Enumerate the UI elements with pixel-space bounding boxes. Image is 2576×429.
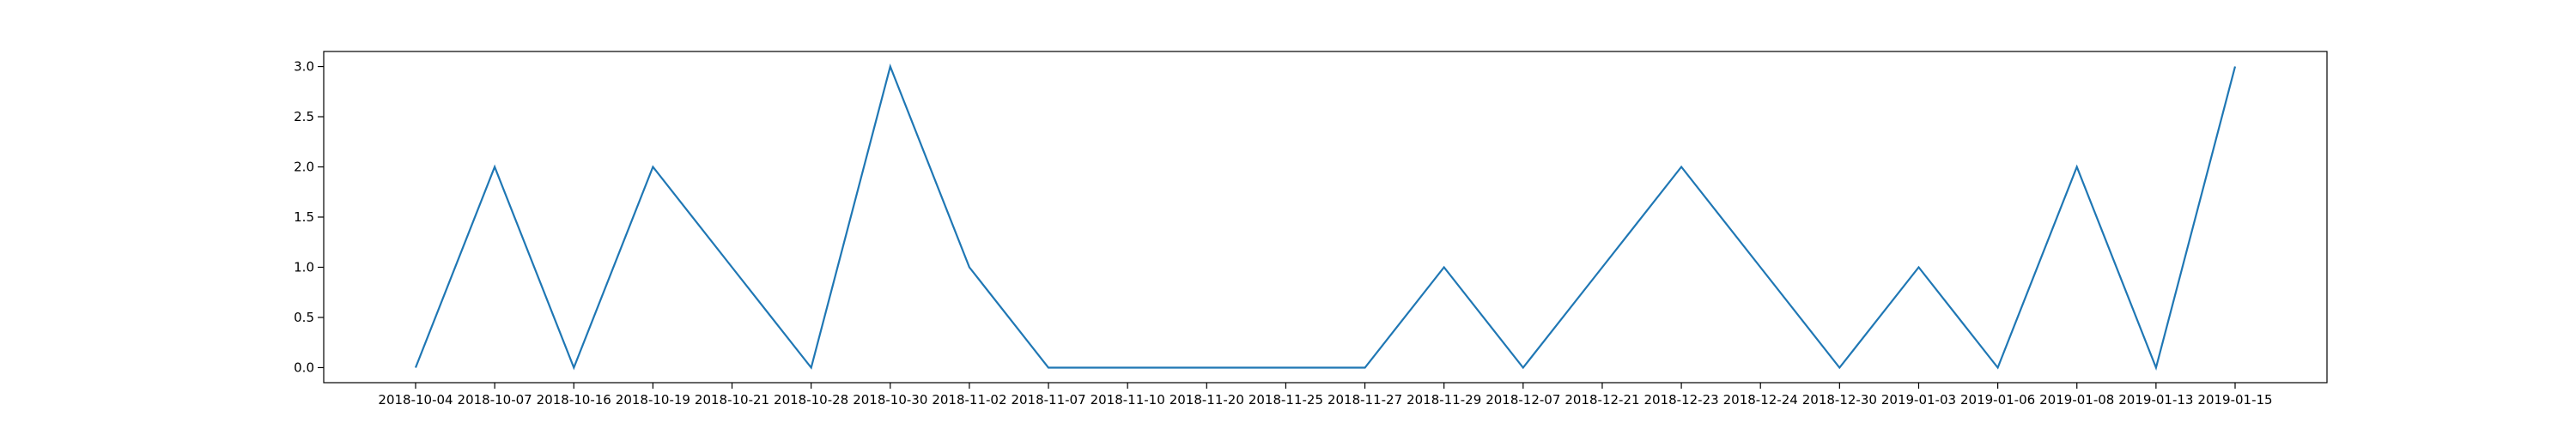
x-tick-label: 2018-11-20 [1170,392,1244,408]
x-tick-label: 2018-10-28 [774,392,848,408]
y-tick-label: 1.5 [294,209,314,225]
series-layer [414,63,2237,372]
y-tick-label: 2.5 [294,109,314,124]
x-tick-label: 2018-11-25 [1249,392,1323,408]
x-tick-label: 2018-10-21 [695,392,769,408]
x-tick-label: 2018-10-07 [458,392,532,408]
plot-frame [323,51,2328,384]
x-tick-label: 2019-01-13 [2118,392,2193,408]
y-tick-label: 2.0 [294,160,314,175]
series-line-0 [414,63,2237,372]
x-tick-label: 2018-10-30 [853,392,927,408]
y-tick-label: 0.5 [294,310,314,325]
y-tick-label: 0.0 [294,360,314,375]
x-tick-label: 2019-01-08 [2039,392,2114,408]
x-tick-label: 2018-12-07 [1485,392,1560,408]
x-tick-label: 2018-10-16 [537,392,611,408]
x-tick-label: 2018-12-23 [1643,392,1718,408]
x-tick-label: 2018-11-10 [1091,392,1165,408]
x-axis: 2018-10-04 2018-10-07 2018-10-16 2018-10-19… [378,383,2273,408]
x-tick-label: 2019-01-15 [2197,392,2272,408]
x-tick-label: 2018-11-29 [1406,392,1481,408]
x-tick-label: 2018-12-24 [1723,392,1798,408]
y-tick-label: 1.0 [294,259,314,275]
x-tick-label: 2018-12-30 [1802,392,1877,408]
y-axis: 0.0 0.5 1.0 1.5 2.0 2.5 3.0 [294,59,324,375]
x-tick-label: 2018-10-19 [616,392,690,408]
y-tick-label: 3.0 [294,59,314,75]
x-tick-label: 2018-11-02 [932,392,1006,408]
x-tick-label: 2018-10-04 [378,392,453,408]
x-tick-label: 2018-11-07 [1011,392,1085,408]
x-tick-label: 2019-01-03 [1881,392,1956,408]
x-tick-label: 2018-12-21 [1564,392,1639,408]
x-tick-label: 2019-01-06 [1960,392,2035,408]
x-tick-label: 2018-11-27 [1327,392,1402,408]
